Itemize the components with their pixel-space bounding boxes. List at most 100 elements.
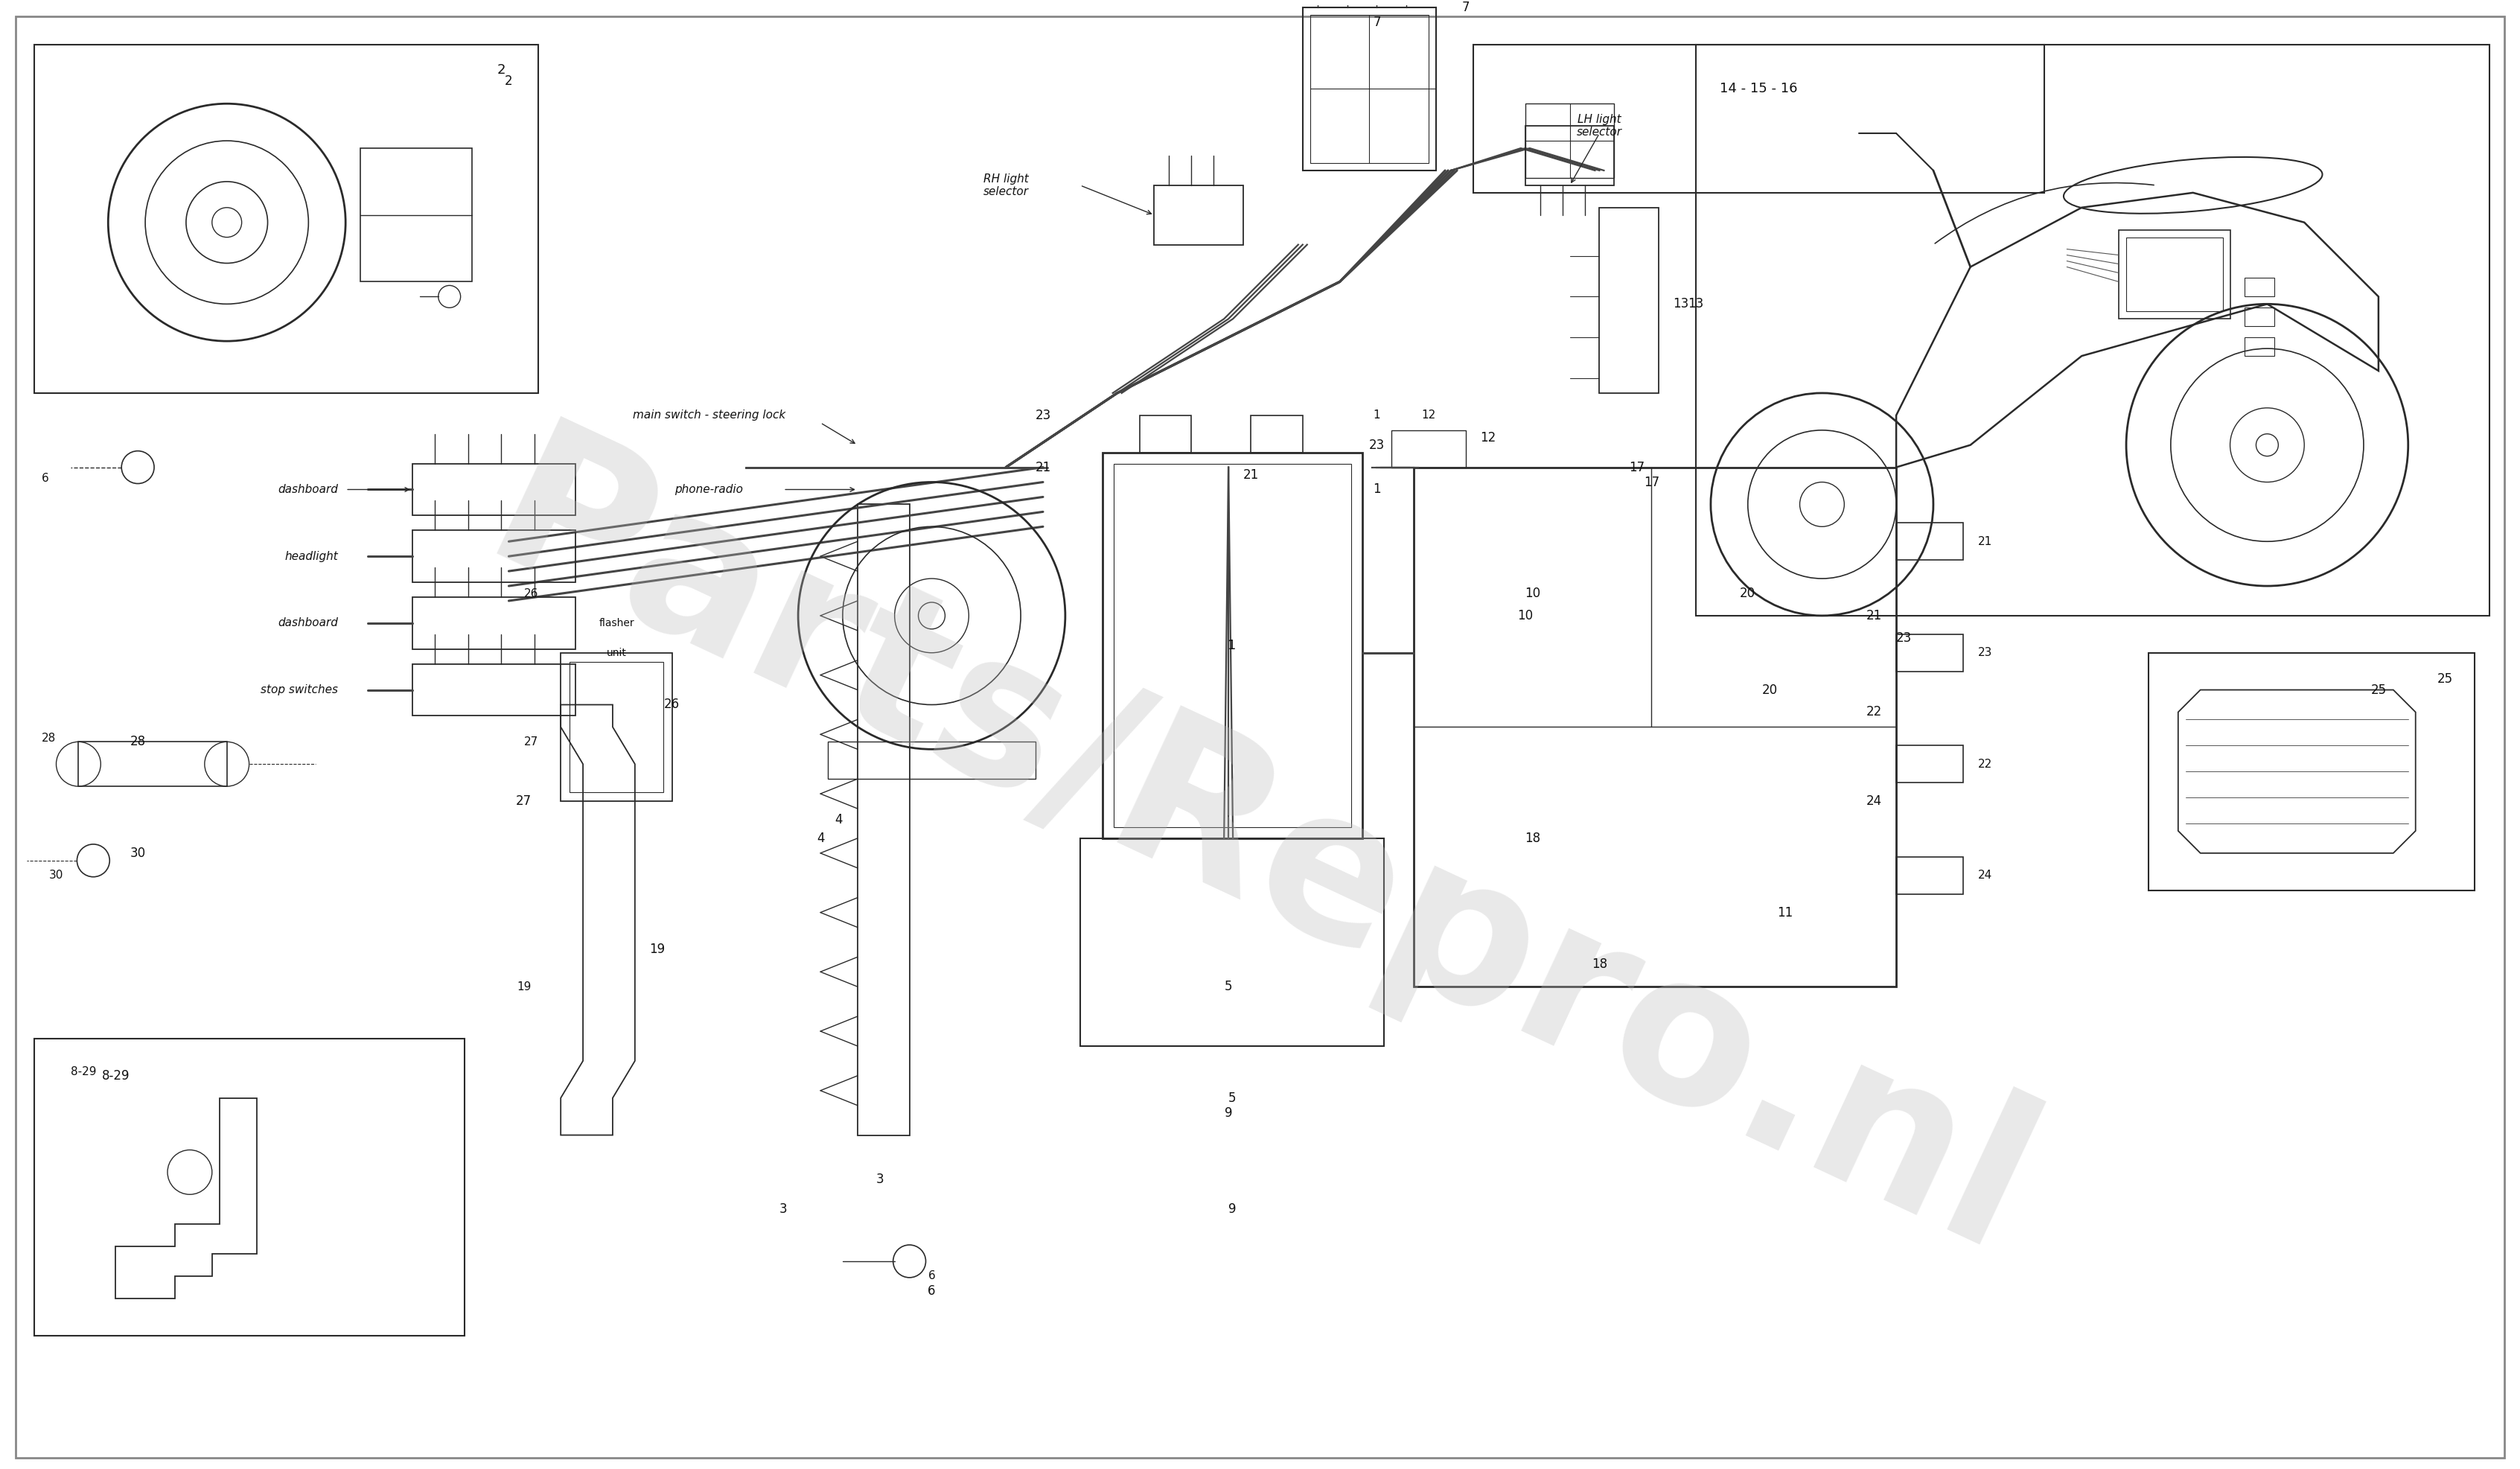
Text: 19: 19 (650, 943, 665, 956)
Bar (2150, 652, 2475, 890)
Text: 3: 3 (779, 1203, 786, 1216)
Text: 28: 28 (40, 733, 55, 743)
Text: Parts/Repro.nl: Parts/Repro.nl (459, 410, 2061, 1299)
Text: dashboard: dashboard (277, 483, 338, 495)
Bar (1474, 44, 2044, 192)
Bar (413, 596, 575, 649)
Bar (1895, 856, 1963, 895)
Text: 3: 3 (877, 1172, 885, 1187)
Text: 1: 1 (1227, 639, 1237, 652)
Bar (1895, 523, 1963, 560)
Text: unit: unit (607, 648, 627, 658)
Text: 13: 13 (1673, 297, 1688, 311)
Bar (413, 464, 575, 516)
Text: 27: 27 (517, 795, 532, 808)
Text: 20: 20 (1761, 683, 1779, 696)
Text: 12: 12 (1479, 430, 1497, 444)
Bar (2245, 278, 2276, 297)
Text: 20: 20 (1739, 586, 1756, 601)
Text: 2: 2 (504, 75, 512, 88)
Text: 27: 27 (524, 736, 539, 748)
Bar (1139, 416, 1192, 452)
Bar (2119, 229, 2230, 319)
Bar (1081, 839, 1383, 1046)
Text: 22: 22 (1865, 705, 1882, 718)
Text: 21: 21 (1978, 536, 1993, 546)
Bar (1101, 452, 1361, 839)
Text: 25: 25 (2371, 683, 2386, 696)
Bar (1895, 635, 1963, 671)
Text: 24: 24 (1978, 870, 1993, 881)
Bar (2245, 307, 2276, 326)
Text: 26: 26 (524, 588, 539, 599)
Text: RH light
selector: RH light selector (983, 173, 1028, 197)
Bar (829, 742, 1036, 779)
Text: 11: 11 (1777, 906, 1792, 920)
Text: 21: 21 (1036, 461, 1051, 474)
Text: 26: 26 (665, 698, 680, 711)
Text: 18: 18 (1593, 958, 1608, 971)
Text: 23: 23 (1895, 632, 1913, 645)
Text: main switch - steering lock: main switch - steering lock (633, 410, 786, 422)
Bar (570, 661, 663, 792)
Text: 23: 23 (1036, 408, 1051, 422)
Bar (1600, 207, 1658, 394)
Text: 6: 6 (927, 1284, 935, 1297)
Text: 8-29: 8-29 (71, 1066, 96, 1078)
Text: 23: 23 (1368, 438, 1386, 451)
Text: 6: 6 (40, 473, 48, 483)
Text: 30: 30 (131, 846, 146, 859)
Bar (1391, 430, 1467, 467)
Bar (1250, 416, 1303, 452)
Text: 22: 22 (1978, 758, 1993, 770)
Bar (2127, 237, 2223, 311)
Bar (33, 1039, 464, 1335)
Bar (1114, 464, 1351, 827)
Text: 30: 30 (48, 870, 63, 881)
Text: 4: 4 (816, 831, 824, 845)
Text: 9: 9 (1225, 1106, 1232, 1119)
Text: 17: 17 (1643, 476, 1658, 489)
Bar (1310, 15, 1429, 163)
Text: 21: 21 (1242, 469, 1257, 482)
Text: 23: 23 (1978, 648, 1993, 658)
Text: 21: 21 (1865, 610, 1882, 623)
Text: 13: 13 (1688, 297, 1704, 311)
Text: 17: 17 (1628, 461, 1646, 474)
Bar (360, 148, 471, 282)
Text: dashboard: dashboard (277, 617, 338, 629)
Bar (1525, 126, 1615, 185)
Bar (562, 652, 673, 801)
Text: 1: 1 (1373, 410, 1381, 422)
FancyArrowPatch shape (1935, 182, 2155, 244)
Bar (413, 664, 575, 715)
Text: 2: 2 (496, 63, 507, 76)
Text: 18: 18 (1525, 831, 1540, 845)
Text: 10: 10 (1525, 586, 1540, 601)
Text: 28: 28 (131, 734, 146, 749)
Text: 24: 24 (1867, 795, 1882, 808)
Text: 9: 9 (1227, 1203, 1237, 1216)
Bar (2245, 338, 2276, 355)
Text: flasher: flasher (600, 618, 635, 629)
Text: LH light
selector: LH light selector (1578, 115, 1623, 138)
Text: stop switches: stop switches (260, 685, 338, 695)
Text: 19: 19 (517, 981, 532, 992)
Bar (33, 44, 539, 394)
Text: 7: 7 (1462, 0, 1469, 13)
Text: 25: 25 (2437, 671, 2452, 686)
Text: headlight: headlight (285, 551, 338, 561)
Text: 14 - 15 - 16: 14 - 15 - 16 (1721, 82, 1797, 95)
Bar (78, 742, 227, 786)
Bar (1895, 746, 1963, 783)
Text: 5: 5 (1225, 980, 1232, 993)
Text: 7: 7 (1373, 15, 1381, 29)
Bar (857, 504, 910, 1136)
Bar (1414, 467, 1895, 987)
Bar (1696, 44, 2490, 616)
Text: 12: 12 (1421, 410, 1436, 422)
Text: 8-29: 8-29 (101, 1069, 129, 1083)
Bar (413, 530, 575, 582)
Text: 6: 6 (927, 1271, 935, 1281)
Text: 5: 5 (1227, 1091, 1237, 1105)
